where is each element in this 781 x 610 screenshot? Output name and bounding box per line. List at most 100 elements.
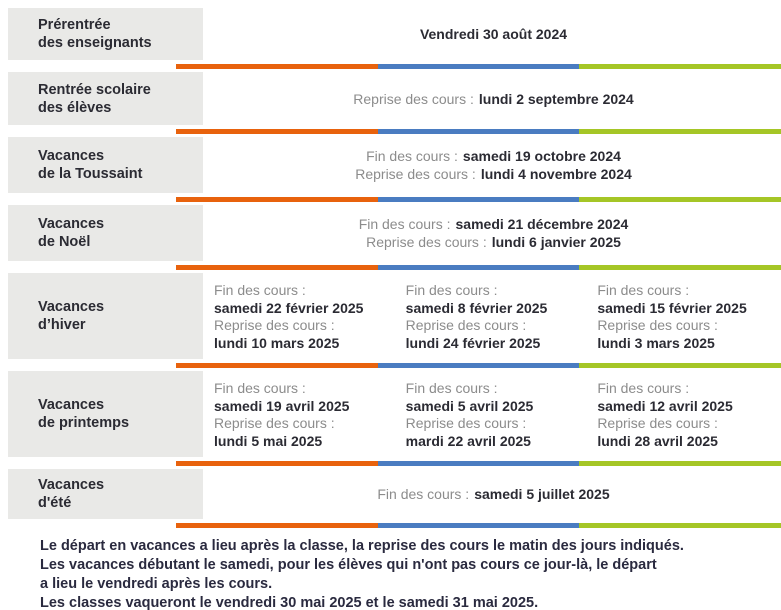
row-label-line: Vacances bbox=[38, 148, 105, 164]
reprise-label: Reprise des cours : bbox=[597, 317, 718, 333]
green-bar-segment bbox=[579, 265, 781, 270]
green-bar-segment bbox=[579, 523, 781, 528]
row-label-hiver: Vacances d’hiver bbox=[8, 273, 203, 359]
row-label-toussaint: Vacances de la Toussaint bbox=[8, 137, 203, 193]
row-label-rentree: Rentrée scolaire des élèves bbox=[8, 72, 203, 125]
zone-color-bar bbox=[176, 363, 781, 368]
row-label-prerentree: Prérentrée des enseignants bbox=[8, 8, 203, 60]
blue-bar-segment bbox=[377, 265, 580, 270]
green-bar-segment bbox=[579, 129, 781, 134]
table-row-noel: Vacances de Noël Fin des cours : samedi 2… bbox=[0, 205, 781, 261]
footnote-line: Le départ en vacances a lieu après la cl… bbox=[40, 538, 684, 554]
green-bar-segment bbox=[579, 461, 781, 466]
zone-column-orange: Fin des cours : samedi 19 avril 2025 Rep… bbox=[206, 380, 398, 450]
reprise-label: Reprise des cours : bbox=[597, 415, 718, 431]
green-bar-segment bbox=[579, 197, 781, 202]
blue-bar-segment bbox=[377, 363, 580, 368]
table-row-rentree: Rentrée scolaire des élèves Reprise des … bbox=[0, 72, 781, 125]
row-label-line: des élèves bbox=[38, 99, 112, 116]
row-label-line: de la Toussaint bbox=[38, 166, 143, 182]
fin-label: Fin des cours : bbox=[597, 380, 690, 396]
reprise-date: mardi 22 avril 2025 bbox=[405, 432, 531, 449]
row-label-line: Vacances bbox=[38, 397, 105, 413]
reprise-date: lundi 4 novembre 2024 bbox=[480, 166, 632, 182]
calendar-table: Prérentrée des enseignants Vendredi 30 a… bbox=[0, 8, 781, 531]
reprise-date: lundi 28 avril 2025 bbox=[597, 432, 718, 449]
fin-date: samedi 22 février 2025 bbox=[214, 299, 364, 316]
blue-bar-segment bbox=[377, 523, 580, 528]
green-bar-segment bbox=[579, 64, 781, 69]
zone-color-bar bbox=[176, 523, 781, 528]
zone-column-blue: Fin des cours : samedi 8 février 2025 Re… bbox=[398, 282, 590, 352]
reprise-label: Reprise des cours : bbox=[355, 166, 476, 182]
footnote-line: Les classes vaqueront le vendredi 30 mai… bbox=[40, 595, 539, 610]
row-label-line: Vacances bbox=[38, 477, 105, 493]
zone-color-bar bbox=[176, 129, 781, 134]
row-label-ete: Vacances d'été bbox=[8, 469, 203, 519]
table-row-prerentree: Prérentrée des enseignants Vendredi 30 a… bbox=[0, 8, 781, 60]
fin-date: samedi 5 avril 2025 bbox=[405, 397, 534, 414]
fin-label: Fin des cours : bbox=[405, 380, 498, 396]
orange-bar-segment bbox=[176, 461, 378, 466]
footnote-line: a lieu le vendredi après les cours. bbox=[40, 576, 273, 592]
fin-label: Fin des cours : bbox=[358, 216, 451, 232]
orange-bar-segment bbox=[176, 363, 378, 368]
fin-label: Fin des cours : bbox=[377, 486, 470, 502]
orange-bar-segment bbox=[176, 523, 378, 528]
row-label-line: Vacances bbox=[38, 299, 105, 315]
fin-label: Fin des cours : bbox=[214, 282, 306, 298]
row-label-line: Prérentrée bbox=[38, 17, 111, 33]
row-label-printemps: Vacances de printemps bbox=[8, 371, 203, 457]
zone-column-green: Fin des cours : samedi 15 février 2025 R… bbox=[589, 282, 781, 352]
row-label-line: des enseignants bbox=[38, 35, 152, 51]
fin-date: samedi 12 avril 2025 bbox=[597, 397, 733, 414]
reprise-date: lundi 24 février 2025 bbox=[405, 334, 541, 351]
row-content-hiver: Fin des cours : samedi 22 février 2025 R… bbox=[206, 273, 781, 359]
zone-column-blue: Fin des cours : samedi 5 avril 2025 Repr… bbox=[398, 380, 590, 450]
row-content-printemps: Fin des cours : samedi 19 avril 2025 Rep… bbox=[206, 371, 781, 457]
fin-date: samedi 19 octobre 2024 bbox=[462, 148, 621, 164]
orange-bar-segment bbox=[176, 265, 378, 270]
fin-line: Fin des cours : samedi 19 octobre 2024 bbox=[366, 147, 621, 165]
reprise-line: Reprise des cours : lundi 4 novembre 2024 bbox=[355, 165, 632, 183]
reprise-date: lundi 10 mars 2025 bbox=[214, 334, 340, 351]
fin-date: samedi 15 février 2025 bbox=[597, 299, 747, 316]
reprise-date: lundi 5 mai 2025 bbox=[214, 432, 323, 449]
row-label-line: de Noël bbox=[38, 234, 91, 250]
zone-color-bar bbox=[176, 64, 781, 69]
orange-bar-segment bbox=[176, 129, 378, 134]
footnote-line: Les vacances débutant le samedi, pour le… bbox=[40, 557, 657, 573]
row-label-line: d'été bbox=[38, 495, 72, 511]
reprise-line: Reprise des cours : lundi 6 janvier 2025 bbox=[366, 233, 621, 251]
row-label-line: Vacances bbox=[38, 216, 105, 232]
orange-bar-segment bbox=[176, 197, 378, 202]
fin-label: Fin des cours : bbox=[366, 148, 458, 164]
reprise-line: Reprise des cours : lundi 2 septembre 202… bbox=[353, 90, 633, 108]
reprise-date: lundi 2 septembre 2024 bbox=[478, 90, 634, 107]
zone-color-bar bbox=[176, 265, 781, 270]
fin-line: Fin des cours : samedi 5 juillet 2025 bbox=[377, 485, 609, 503]
table-row-hiver: Vacances d’hiver Fin des cours : samedi … bbox=[0, 273, 781, 359]
reprise-label: Reprise des cours : bbox=[214, 415, 335, 431]
reprise-date: lundi 3 mars 2025 bbox=[597, 334, 715, 351]
zone-column-green: Fin des cours : samedi 12 avril 2025 Rep… bbox=[589, 380, 781, 450]
row-content-ete: Fin des cours : samedi 5 juillet 2025 bbox=[206, 469, 781, 519]
reprise-label: Reprise des cours : bbox=[366, 234, 487, 250]
footnote: Le départ en vacances a lieu après la cl… bbox=[40, 537, 781, 610]
fin-date: samedi 8 février 2025 bbox=[405, 299, 548, 316]
table-row-ete: Vacances d'été Fin des cours : samedi 5 j… bbox=[0, 469, 781, 519]
reprise-label: Reprise des cours : bbox=[214, 317, 335, 333]
fin-date: samedi 19 avril 2025 bbox=[214, 397, 350, 414]
row-label-line: de printemps bbox=[38, 415, 130, 431]
zone-column-orange: Fin des cours : samedi 22 février 2025 R… bbox=[206, 282, 398, 352]
reprise-label: Reprise des cours : bbox=[405, 317, 527, 333]
row-content-rentree: Reprise des cours : lundi 2 septembre 202… bbox=[206, 72, 781, 125]
blue-bar-segment bbox=[377, 197, 580, 202]
row-label-noel: Vacances de Noël bbox=[8, 205, 203, 261]
table-row-toussaint: Vacances de la Toussaint Fin des cours :… bbox=[0, 137, 781, 193]
fin-date: samedi 21 décembre 2024 bbox=[455, 216, 629, 232]
green-bar-segment bbox=[579, 363, 781, 368]
zone-color-bar bbox=[176, 197, 781, 202]
fin-date: samedi 5 juillet 2025 bbox=[474, 486, 610, 502]
table-row-printemps: Vacances de printemps Fin des cours : sa… bbox=[0, 371, 781, 457]
